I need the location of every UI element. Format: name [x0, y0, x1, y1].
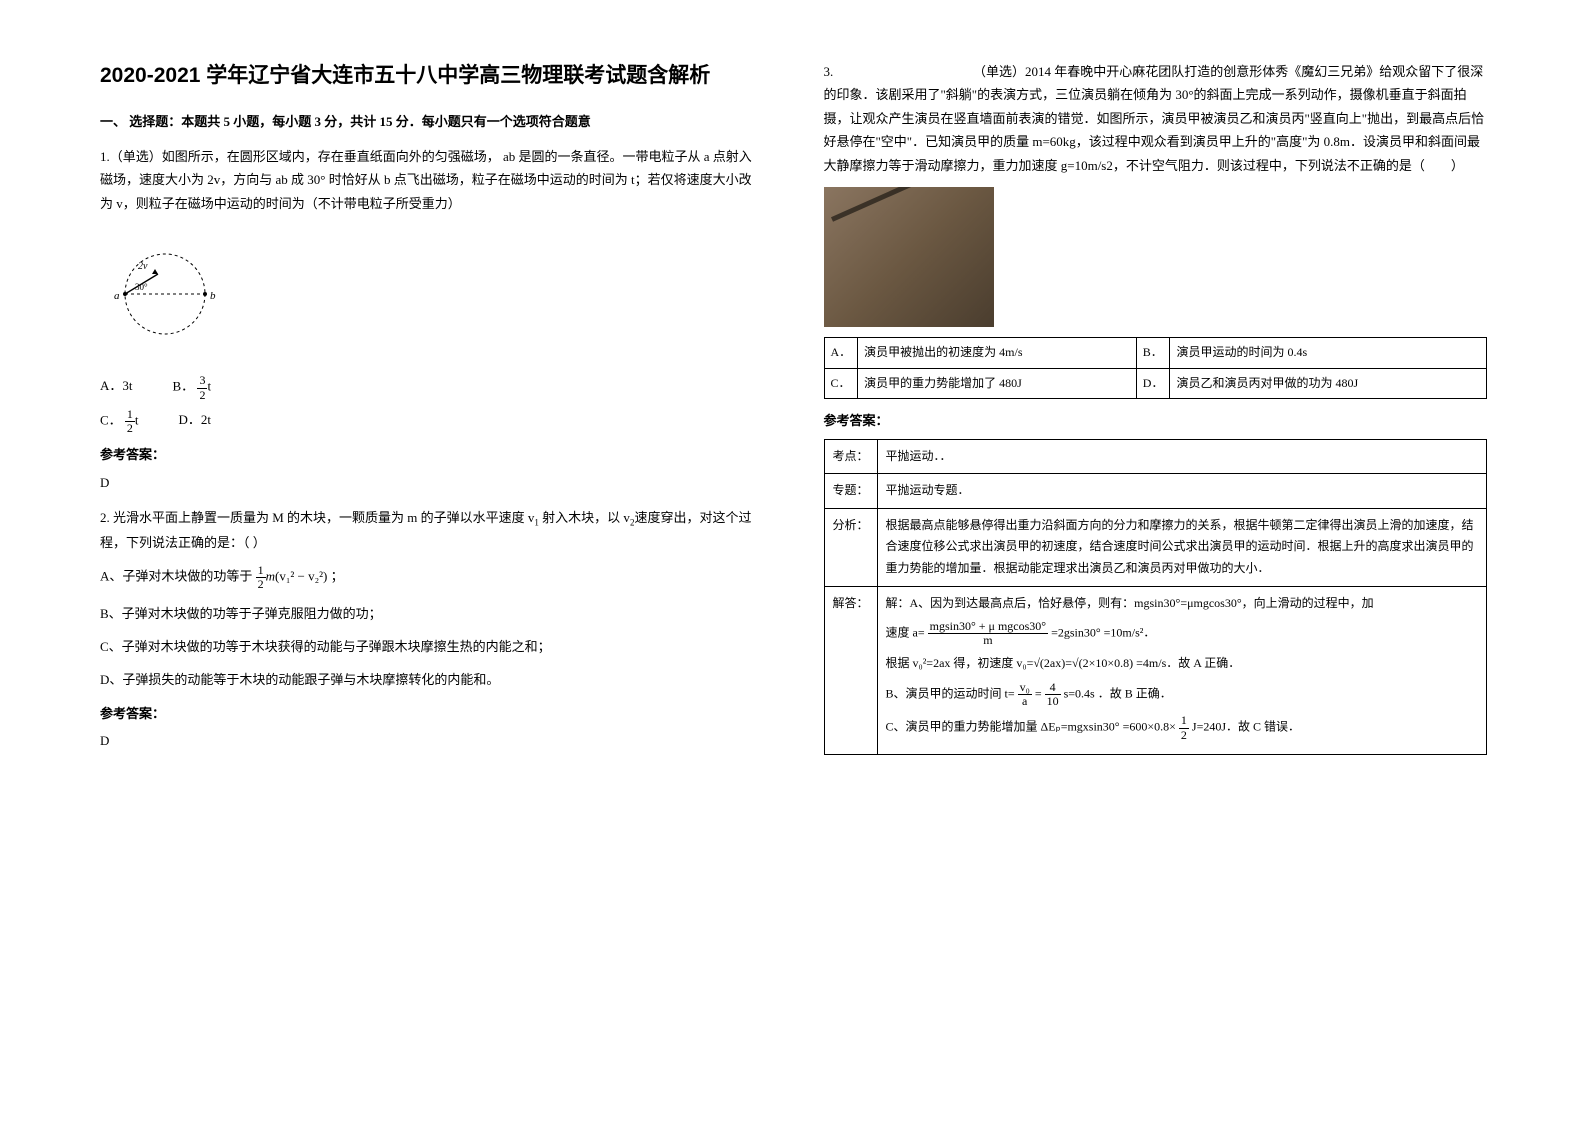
q2-a-suffix: ；: [327, 569, 343, 584]
q2-stem-2: 射入木块，以 v: [539, 510, 630, 525]
kaodian-text: 平抛运动．．: [877, 439, 1486, 474]
q1-answer-label: 参考答案：: [100, 443, 764, 466]
q1-opt-c-prefix: C．: [100, 413, 122, 428]
q2-stem: 2. 光滑水平面上静置一质量为 M 的木块，一颗质量为 m 的子弹以水平速度 v…: [100, 506, 764, 554]
q1-opt-b-suffix: t: [207, 379, 211, 394]
table-row: C． 演员甲的重力势能增加了 480J D． 演员乙和演员丙对甲做的功为 480…: [824, 368, 1487, 399]
q1-options-row1: A．3t B． 3 2 t: [100, 374, 764, 401]
zhuanti-label: 专题：: [824, 474, 877, 509]
label-a: a: [114, 290, 120, 302]
frac-num: v₀: [1018, 681, 1032, 695]
frac-den: 2: [1179, 729, 1189, 742]
q1-opt-c: C． 1 2 t: [100, 408, 139, 435]
jieda-a2-prefix: 速度 a=: [886, 626, 928, 640]
q3-opt-c-text: 演员甲的重力势能增加了 480J: [858, 368, 1137, 399]
table-row: 解答： 解：A、因为到达最高点后，恰好悬停，则有：mgsin30°=μmgcos…: [824, 586, 1487, 754]
jieda-line-a2: 速度 a= mgsin30° + μ mgcos30° m =2gsin30° …: [886, 620, 1478, 647]
q1-opt-b-frac: 3 2: [197, 374, 207, 401]
q2-opt-d: D、子弹损失的动能等于木块的动能跟子弹与木块摩擦转化的内能和。: [100, 668, 764, 691]
q1-opt-c-suffix: t: [135, 413, 139, 428]
question-2: 2. 光滑水平面上静置一质量为 M 的木块，一颗质量为 m 的子弹以水平速度 v…: [100, 506, 764, 753]
q3-opt-a-text: 演员甲被抛出的初速度为 4m/s: [858, 337, 1137, 368]
question-1: 1.（单选）如图所示，在圆形区域内，存在垂直纸面向外的匀强磁场， ab 是圆的一…: [100, 145, 764, 494]
frac-den: 2: [256, 578, 266, 591]
q3-answer-label: 参考答案：: [824, 409, 1488, 432]
label-b: b: [210, 290, 216, 302]
kaodian-label: 考点：: [824, 439, 877, 474]
jieda-a2-suffix: =2gsin30° =10m/s²: [1051, 626, 1143, 640]
frac-num: 3: [197, 374, 207, 388]
table-row: 专题： 平抛运动专题．: [824, 474, 1487, 509]
circle-svg: a b 2v 30°: [100, 239, 230, 349]
q1-answer-value: D: [100, 471, 764, 494]
table-row: 分析： 根据最高点能够悬停得出重力沿斜面方向的分力和摩擦力的关系，根据牛顿第二定…: [824, 508, 1487, 586]
q2-answer-value: D: [100, 729, 764, 752]
jieda-label: 解答：: [824, 586, 877, 754]
fenxi-text: 根据最高点能够悬停得出重力沿斜面方向的分力和摩擦力的关系，根据牛顿第二定律得出演…: [877, 508, 1486, 586]
q2-opt-a: A、子弹对木块做的功等于 1 2 m(v₁² − v₂²) ；: [100, 564, 764, 591]
jieda-line-b: B、演员甲的运动时间 t= v₀ a = 4 10 s=0.4s ．故 B 正确…: [886, 681, 1478, 708]
q1-opt-b: B． 3 2 t: [173, 374, 212, 401]
table-row: A． 演员甲被抛出的初速度为 4m/s B． 演员甲运动的时间为 0.4s: [824, 337, 1487, 368]
jieda-b-suffix: s=0.4s ．故 B 正确．: [1064, 687, 1172, 701]
table-row: 考点： 平抛运动．．: [824, 439, 1487, 474]
q1-opt-d: D．2t: [179, 408, 212, 435]
q1-opt-b-prefix: B．: [173, 379, 195, 394]
q1-opt-c-frac: 1 2: [125, 408, 135, 435]
jieda-b-frac1: v₀ a: [1018, 681, 1032, 708]
q1-options-row2: C． 1 2 t D．2t: [100, 408, 764, 435]
frac-den: m: [928, 634, 1048, 647]
q3-opt-d-label: D．: [1136, 368, 1170, 399]
jieda-line-a1: 解：A、因为到达最高点后，恰好悬停，则有：mgsin30°=μmgcos30°，…: [886, 593, 1478, 615]
q2-opt-c: C、子弹对木块做的功等于木块获得的动能与子弹跟木块摩擦生热的内能之和；: [100, 635, 764, 658]
q2-answer-label: 参考答案：: [100, 702, 764, 725]
document-title: 2020-2021 学年辽宁省大连市五十八中学高三物理联考试题含解析: [100, 60, 764, 92]
q2-a-frac: 1 2: [256, 564, 266, 591]
jieda-body: 解：A、因为到达最高点后，恰好悬停，则有：mgsin30°=μmgcos30°，…: [877, 586, 1486, 754]
q2-a-m: m: [266, 569, 275, 584]
frac-num: 1: [256, 564, 266, 578]
q3-stem: 3. （单选）2014 年春晚中开心麻花团队打造的创意形体秀《魔幻三兄弟》给观众…: [824, 60, 1488, 177]
frac-den: 2: [125, 422, 135, 435]
jieda-c-prefix: C、演员甲的重力势能增加量 ΔEₚ=mgxsin30° =600×0.8×: [886, 720, 1176, 734]
jieda-c-suffix: J=240J．故 C 错误．: [1192, 720, 1300, 734]
q3-options-table: A． 演员甲被抛出的初速度为 4m/s B． 演员甲运动的时间为 0.4s C．…: [824, 337, 1488, 399]
section-heading: 一、 选择题：本题共 5 小题，每小题 3 分，共计 15 分．每小题只有一个选…: [100, 110, 764, 133]
right-column: 3. （单选）2014 年春晚中开心麻花团队打造的创意形体秀《魔幻三兄弟》给观众…: [794, 60, 1508, 1062]
q3-opt-a-label: A．: [824, 337, 858, 368]
q1-opt-a: A．3t: [100, 374, 133, 401]
frac-num: mgsin30° + μ mgcos30°: [928, 620, 1048, 634]
jieda-b-prefix: B、演员甲的运动时间 t=: [886, 687, 1018, 701]
label-30: 30°: [135, 282, 148, 292]
frac-den: a: [1018, 695, 1032, 708]
fenxi-label: 分析：: [824, 508, 877, 586]
q3-analysis-table: 考点： 平抛运动．． 专题： 平抛运动专题． 分析： 根据最高点能够悬停得出重力…: [824, 439, 1488, 755]
q3-opt-b-label: B．: [1136, 337, 1170, 368]
jieda-a2-frac: mgsin30° + μ mgcos30° m: [928, 620, 1048, 647]
q3-opt-b-text: 演员甲运动的时间为 0.4s: [1170, 337, 1487, 368]
q1-diagram: a b 2v 30°: [100, 229, 764, 360]
frac-num: 4: [1045, 681, 1061, 695]
q2-a-prefix: A、子弹对木块做的功等于: [100, 569, 256, 584]
q3-opt-c-label: C．: [824, 368, 858, 399]
q2-a-paren: (v₁² − v₂²): [275, 569, 327, 584]
jieda-line-a3: 根据 v₀²=2ax 得，初速度 v₀=√(2ax)=√(2×10×0.8) =…: [886, 653, 1478, 675]
frac-num: 1: [1179, 714, 1189, 728]
q1-stem: 1.（单选）如图所示，在圆形区域内，存在垂直纸面向外的匀强磁场， ab 是圆的一…: [100, 145, 764, 215]
left-column: 2020-2021 学年辽宁省大连市五十八中学高三物理联考试题含解析 一、 选择…: [80, 60, 794, 1062]
q3-photo: [824, 187, 994, 327]
jieda-b-eq: =: [1035, 687, 1042, 701]
jieda-b-frac2: 4 10: [1045, 681, 1061, 708]
frac-den: 2: [197, 389, 207, 402]
jieda-line-c: C、演员甲的重力势能增加量 ΔEₚ=mgxsin30° =600×0.8× 1 …: [886, 714, 1478, 741]
q3-opt-d-text: 演员乙和演员丙对甲做的功为 480J: [1170, 368, 1487, 399]
q2-stem-1: 2. 光滑水平面上静置一质量为 M 的木块，一颗质量为 m 的子弹以水平速度 v: [100, 510, 534, 525]
frac-den: 10: [1045, 695, 1061, 708]
frac-num: 1: [125, 408, 135, 422]
question-3: 3. （单选）2014 年春晚中开心麻花团队打造的创意形体秀《魔幻三兄弟》给观众…: [824, 60, 1488, 755]
jieda-c-frac: 1 2: [1179, 714, 1189, 741]
zhuanti-text: 平抛运动专题．: [877, 474, 1486, 509]
q2-opt-b: B、子弹对木块做的功等于子弹克服阻力做的功；: [100, 602, 764, 625]
label-2v: 2v: [138, 261, 148, 272]
